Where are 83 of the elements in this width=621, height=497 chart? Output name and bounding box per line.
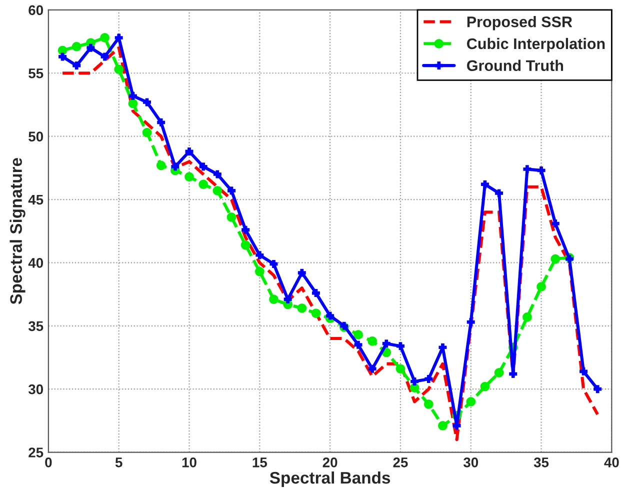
point bbox=[424, 374, 433, 383]
point bbox=[410, 378, 419, 386]
point bbox=[298, 268, 306, 277]
point bbox=[551, 220, 560, 228]
point bbox=[480, 180, 489, 188]
x-tick-label: 10 bbox=[182, 458, 196, 468]
point bbox=[212, 186, 222, 196]
point bbox=[199, 162, 208, 171]
point bbox=[240, 240, 250, 250]
point bbox=[537, 166, 546, 174]
point bbox=[509, 370, 518, 378]
point bbox=[114, 34, 123, 42]
point bbox=[157, 118, 166, 126]
x-tick-label: 30 bbox=[463, 458, 478, 468]
point bbox=[213, 170, 222, 178]
point bbox=[100, 52, 109, 61]
y-tick-label: 50 bbox=[28, 132, 44, 142]
point bbox=[326, 312, 334, 320]
point bbox=[580, 367, 588, 376]
point bbox=[523, 165, 532, 174]
point bbox=[86, 44, 95, 52]
point bbox=[226, 212, 236, 222]
point bbox=[594, 385, 602, 394]
point bbox=[171, 162, 180, 171]
point bbox=[466, 318, 475, 326]
x-tick-label: 40 bbox=[604, 458, 619, 468]
point bbox=[368, 364, 376, 373]
point bbox=[198, 180, 208, 190]
point bbox=[311, 308, 321, 318]
point bbox=[312, 289, 320, 298]
point bbox=[228, 186, 236, 195]
y-tick-label: 30 bbox=[28, 384, 44, 394]
point bbox=[72, 62, 81, 70]
x-tick-label: 20 bbox=[322, 458, 338, 468]
point bbox=[522, 312, 532, 322]
point bbox=[142, 128, 152, 138]
x-tick-label: 35 bbox=[534, 458, 549, 468]
legend-label: Ground Truth bbox=[467, 60, 564, 72]
point bbox=[269, 294, 278, 304]
y-tick-label: 35 bbox=[28, 321, 44, 332]
point bbox=[242, 226, 250, 234]
point bbox=[550, 254, 560, 264]
point bbox=[354, 330, 363, 340]
point bbox=[368, 336, 377, 346]
point bbox=[143, 98, 151, 106]
point bbox=[128, 98, 138, 108]
x-tick-label: 15 bbox=[252, 458, 267, 468]
point bbox=[184, 172, 194, 182]
point bbox=[382, 340, 390, 348]
legend-label: Proposed SSR bbox=[467, 16, 572, 30]
point bbox=[438, 421, 448, 430]
point bbox=[114, 64, 124, 74]
point bbox=[297, 304, 307, 313]
x-tick-label: 0 bbox=[45, 458, 52, 468]
y-tick-label: 45 bbox=[28, 194, 44, 205]
point bbox=[466, 397, 476, 406]
legend-label: Cubic Interpolation bbox=[467, 38, 605, 52]
point bbox=[396, 342, 404, 350]
point bbox=[185, 147, 194, 156]
point bbox=[256, 251, 264, 260]
y-tick-label: 40 bbox=[28, 258, 44, 268]
x-tick-label: 25 bbox=[393, 458, 408, 468]
point bbox=[58, 52, 67, 61]
point bbox=[156, 160, 166, 170]
point bbox=[284, 295, 292, 304]
y-tick-label: 25 bbox=[28, 448, 44, 458]
point bbox=[128, 92, 137, 100]
point bbox=[100, 33, 110, 42]
point bbox=[396, 364, 406, 374]
point bbox=[270, 260, 278, 268]
point bbox=[72, 42, 82, 52]
point bbox=[254, 266, 264, 276]
y-tick-label: 60 bbox=[28, 5, 44, 16]
y-tick-label: 55 bbox=[28, 68, 44, 78]
point bbox=[424, 400, 434, 409]
point bbox=[480, 382, 490, 392]
point bbox=[495, 189, 504, 198]
x-tick-label: 5 bbox=[115, 458, 122, 468]
point bbox=[494, 368, 504, 378]
y-axis-title: Spectral Signature bbox=[10, 158, 26, 304]
point bbox=[354, 340, 362, 349]
point bbox=[536, 282, 546, 292]
x-axis-title: Spectral Bands bbox=[270, 471, 390, 488]
